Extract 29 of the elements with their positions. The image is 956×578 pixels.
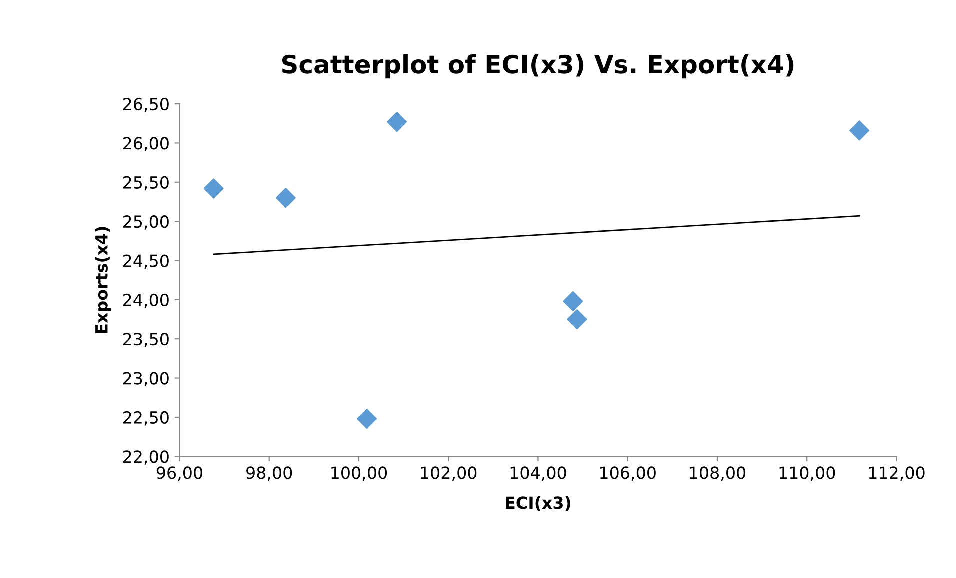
point [567,309,588,330]
x-tick-label: 100,00 [332,466,388,481]
x-tick-label: 110,00 [780,466,836,481]
y-tick-label: 25,00 [124,216,169,230]
y-tick-label: 22,50 [124,411,169,426]
x-tick-label: 106,00 [600,466,656,481]
chart-title: Scatterplot of ECI(x3) Vs. Export(x4) [282,54,794,79]
x-tick-label: 96,00 [156,466,202,481]
y-tick-label: 23,00 [124,372,169,387]
x-axis-title: ECI(x3) [506,496,570,512]
point [850,120,870,141]
y-tick-label: 24,50 [124,254,169,270]
y-tick-label: 23,50 [124,333,169,348]
y-tick-label: 26,50 [124,98,169,112]
point [276,188,296,208]
point [357,409,378,430]
x-tick-label: 108,00 [690,466,746,481]
y-tick-label: 22,00 [124,450,169,465]
x-tick-label: 98,00 [246,466,292,481]
x-tick-label: 104,00 [510,466,566,481]
y-tick-label: 24,00 [124,294,169,308]
point [563,291,584,312]
y-tick-label: 25,50 [124,176,169,191]
y-axis-title: Exports(x4) [95,227,112,334]
y-tick-label: 26,00 [124,137,169,152]
point [204,178,224,199]
x-tick-label: 112,00 [869,466,925,481]
x-tick-label: 102,00 [421,466,477,481]
point [387,112,408,132]
